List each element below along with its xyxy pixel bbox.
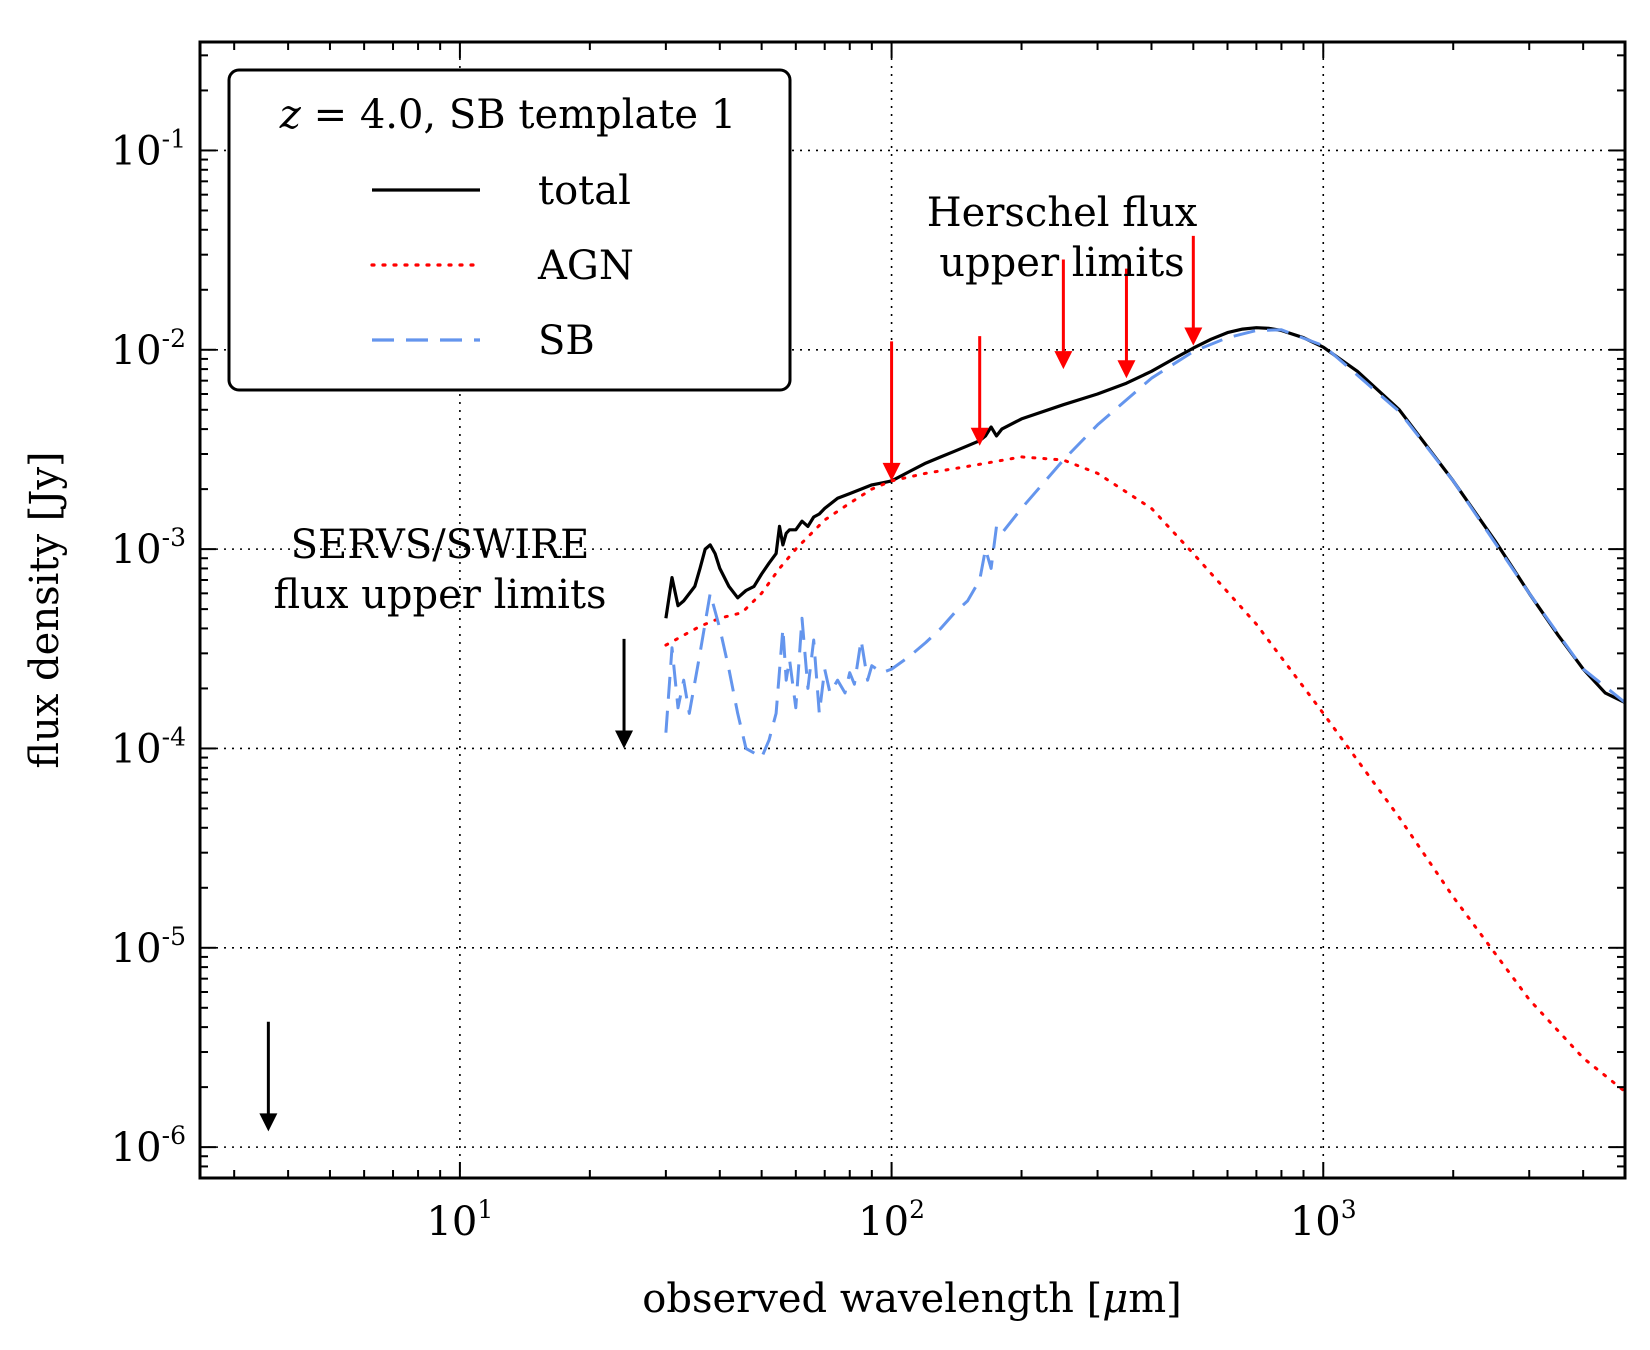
series-agn-line [664, 455, 1625, 1094]
upper-limit-arrow-1 [970, 336, 989, 446]
x-tick-label-1: 102 [858, 1195, 925, 1245]
legend-label-sb: SB [538, 318, 595, 364]
upper-limit-head [615, 730, 634, 749]
grid-lines [200, 42, 1625, 1178]
upper-limit-head [259, 1113, 278, 1132]
legend-box [227, 68, 792, 392]
x-tick-label-2: 103 [1290, 1195, 1357, 1245]
series-layer [664, 326, 1625, 1094]
tick-labels: 101 102 103 10-6 10-5 10-4 10-3 10-2 10-1 [111, 124, 1357, 1245]
legend-entries: total AGN SB [370, 168, 634, 364]
upper-limit-arrows [259, 235, 1203, 1132]
axis-ticks [200, 42, 1626, 1179]
legend-title: z = 4.0, SB template 1 [279, 92, 736, 138]
upper-limit-arrow-0 [882, 341, 901, 481]
upper-limit-arrow-4 [1184, 235, 1203, 346]
servs-annotation-line-2: flux upper limits [273, 572, 606, 618]
herschel-annotation-line-2: upper limits [939, 240, 1184, 286]
y-tick-label-2: 10-4 [111, 722, 186, 772]
upper-limit-arrow-2 [1054, 259, 1073, 370]
servs-annotation: SERVS/SWIRE flux upper limits [273, 522, 606, 618]
y-tick-label-0: 10-6 [111, 1121, 186, 1171]
legend-label-total: total [538, 168, 631, 214]
servs-annotation-line-1: SERVS/SWIRE [291, 522, 590, 568]
upper-limit-arrow-3 [1117, 268, 1136, 379]
upper-limit-head [1184, 327, 1203, 346]
upper-limit-arrow-5 [259, 1021, 278, 1132]
x-axis-label: observed wavelength [μm] [642, 1276, 1182, 1322]
y-tick-label-1: 10-5 [111, 922, 186, 972]
upper-limit-head [1117, 360, 1136, 379]
herschel-annotation: Herschel flux upper limits [927, 190, 1198, 286]
upper-limit-head [1054, 351, 1073, 370]
upper-limit-arrow-6 [615, 638, 634, 749]
series-sb-line [664, 328, 1625, 760]
upper-limit-head [882, 462, 901, 481]
y-axis-label: flux density [Jy] [22, 451, 68, 768]
y-tick-label-3: 10-3 [111, 523, 186, 573]
y-tick-label-4: 10-2 [111, 324, 186, 374]
legend: z = 4.0, SB template 1 total AGN SB [227, 68, 792, 392]
y-tick-label-5: 10-1 [111, 124, 186, 174]
legend-label-agn: AGN [537, 243, 634, 289]
x-tick-label-0: 101 [426, 1195, 493, 1245]
herschel-annotation-line-1: Herschel flux [927, 190, 1198, 236]
upper-limit-head [970, 427, 989, 446]
